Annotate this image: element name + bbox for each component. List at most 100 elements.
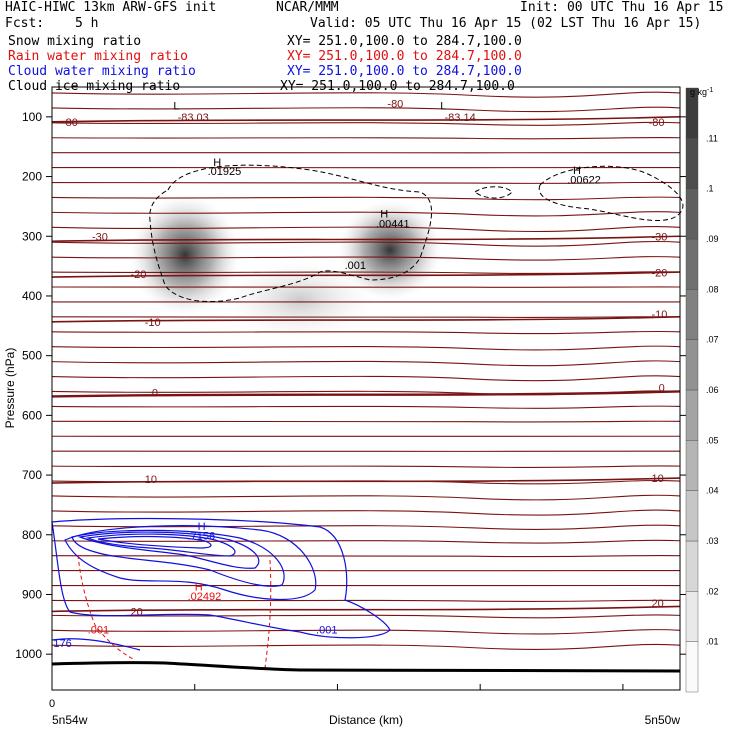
colorbar-swatch [685,289,699,340]
contour-annotation: H [198,521,206,533]
contour-annotation: -80 [649,117,665,129]
x-end-right-label: 5n50w [645,713,681,727]
y-tick-label: 800 [22,528,42,542]
contour-annotation: -30 [92,231,108,243]
colorbar-label: .01 [706,637,719,647]
temperature-contour-line [51,330,681,335]
temperature-contour-line [51,225,681,233]
temperature-contour-line [51,316,681,318]
contour-annotation: .02492 [188,591,222,603]
colorbar-label: .1 [706,184,714,194]
valid-time: Valid: 05 UTC Thu 16 Apr 15 (02 LST Thu … [310,16,702,31]
ice-contour-small [474,186,513,199]
contour-annotation: 20 [651,598,663,610]
temperature-contour-line [51,614,681,619]
colorbar-label: .11 [706,133,718,143]
temperature-contour-line [51,554,681,558]
annotations: L-83.03-80 L-83.14-80 -80H.01925 H.00622H.0… [53,98,667,650]
forecast-label: Fcst: [5,16,45,31]
colorbar-swatch [685,490,699,542]
temperature-contour-line [51,240,681,247]
temperature-contour-line [51,509,681,516]
model-title: HAIC-HIWC 13km ARW-GFS init [5,0,217,15]
isotherm-line [51,605,681,613]
temperature-contour-line [51,494,681,501]
temperature-contour-line [51,196,681,201]
cloud-water-2 [64,525,317,600]
field-xy-cloud-water: XY= 251.0,100.0 to 284.7,100.0 [287,64,522,79]
contour-annotation: H [573,165,581,177]
cloud-water-contours [51,517,391,651]
temperature-contour-line [51,136,681,140]
contour-annotation: 176 [53,638,71,650]
contour-annotation: .001 [316,624,337,636]
colorbar: .01 .02 .03 .04 .05 .06 .07 .08 .09 .1 .11 [685,87,719,693]
colorbar-swatch [685,440,699,491]
snow-max-west [130,195,240,315]
temperature-contour-line [51,599,681,603]
x-axis-label: Distance (km) [329,713,403,727]
temperature-contour-line [51,106,681,113]
field-xy-snow: XY= 251.0,100.0 to 284.7,100.0 [287,34,522,49]
colorbar-label: .02 [706,586,719,596]
isotherm-line [51,235,681,243]
y-tick-label: 700 [22,468,42,482]
contour-annotation: .00441 [376,218,410,230]
contour-annotation: 0 [659,382,665,394]
contour-annotation: -20 [651,267,667,279]
temperature-contour-line [51,360,681,367]
colorbar-swatch [685,389,699,441]
x-tick-label: 0 [49,698,55,710]
cloud-water-outer [51,517,391,639]
colorbar-label: .06 [706,385,719,395]
y-tick-label: 500 [22,349,42,363]
contour-annotation: -10 [651,309,667,321]
forecast-hour: 5 h [75,16,99,31]
rain-contour-east [264,559,272,669]
contour-annotation: -80 [387,98,403,110]
temperature-contour-line [51,181,681,184]
contour-annotation: -20 [131,269,147,281]
temperature-contour-line [51,271,681,275]
y-tick-label: 400 [22,289,42,303]
contour-annotation: H [380,209,388,221]
cloud-water-low [51,638,141,651]
contour-annotation: .00622 [567,175,601,187]
y-tick-label: 900 [22,587,42,601]
cloud-water-3 [71,529,285,587]
y-tick-label: 1000 [15,647,42,661]
field-label-rain: Rain water mixing ratio [8,49,189,64]
colorbar-swatch [685,540,699,592]
colorbar-swatch [685,591,699,642]
temperature-contour-line [51,629,681,635]
contour-annotation: H [213,157,221,169]
temperature-contour-line [51,643,681,650]
colorbar-unit: g kg-1 [690,87,713,97]
colorbar-label: .05 [706,435,719,445]
isotherm-line [51,271,681,278]
terrain-line [51,661,681,673]
contour-annotation: H [195,581,203,593]
temperature-contours [51,91,681,650]
temperature-contour-line [51,211,681,217]
isotherm-line [51,477,681,484]
y-axis-label: Pressure (hPa) [3,348,17,429]
temperature-contour-line [51,121,681,126]
colorbar-swatch [685,238,699,290]
org-label: NCAR/MMM [276,0,339,15]
isotherm-line [51,316,681,323]
cloud-water-4 [77,531,260,569]
colorbar-swatch [685,339,699,391]
colorbar-label: .09 [706,234,719,244]
y-tick-label: 600 [22,408,42,422]
cloud-water-5 [85,533,236,557]
rain-contours [77,554,272,669]
ice-contour-east [538,165,684,222]
y-tick-label: 300 [22,229,42,243]
snow-shading [130,195,442,340]
cloud-water-6 [97,535,212,549]
colorbar-swatch [685,87,699,139]
temperature-contour-line [51,420,681,423]
